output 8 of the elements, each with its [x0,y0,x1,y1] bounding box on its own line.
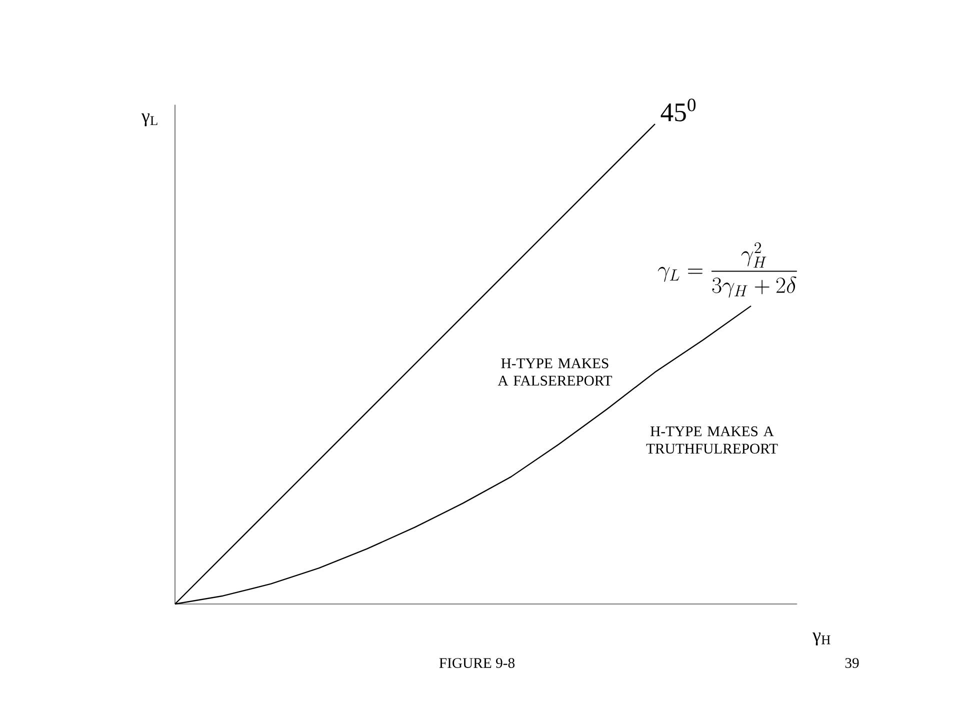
text: 39 [845,658,859,668]
y-axis-title: γ$_{L}$ [141,113,158,126]
annotation: H-TYPE MAKES A TRUTHFULREPORT [646,426,778,454]
annotation: $\gamma_{L} = \frac{\gamma_{H}^{2}}{3\gamma_{H} + 2\delta}$ [658,242,797,298]
annotation: H-TYPE MAKES A FALSEREPORT [498,358,612,386]
text: 45$^{0}$ [660,98,696,122]
x-axis-title: γ$_{H}$ [812,632,830,646]
caption: FIGURE 9-8 [439,658,515,668]
